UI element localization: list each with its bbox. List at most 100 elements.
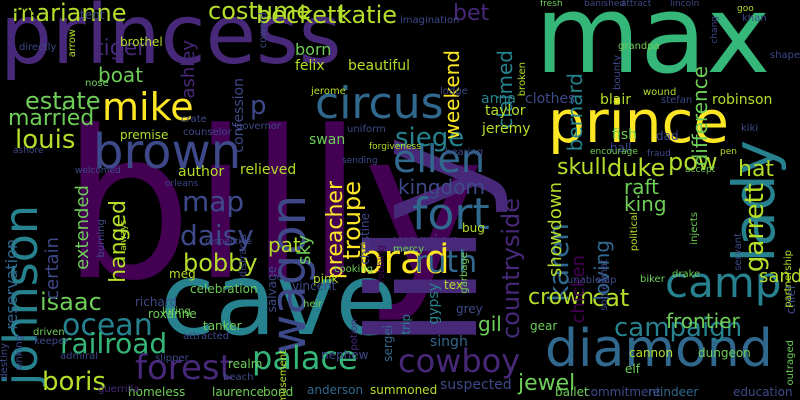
word-elf: elf: [625, 362, 640, 376]
word-jeremy: jeremy: [482, 121, 531, 137]
word-tiger: tiger: [95, 36, 147, 61]
word-nephew: nephew: [321, 348, 369, 362]
word-author: author: [178, 164, 225, 180]
word-bernard: bernard: [563, 73, 587, 152]
word-welcomed: welcomed: [75, 166, 121, 176]
word-ocean: ocean: [62, 308, 153, 343]
word-marianne: marianne: [12, 0, 127, 27]
word-bet: bet: [453, 1, 490, 26]
word-brad: brad: [358, 237, 450, 283]
word-prince: prince: [548, 88, 730, 156]
word-khan: khan: [742, 13, 767, 24]
word-duke: duke: [607, 154, 666, 182]
word-encourage: encourage: [590, 147, 638, 157]
word-jewel: jewel: [518, 371, 576, 396]
word-frontier: frontier: [666, 309, 740, 333]
word-estate: estate: [25, 87, 101, 115]
word-taylor: taylor: [485, 103, 526, 119]
word-stefan: stefan: [661, 95, 693, 106]
word-siege: siege: [395, 123, 465, 153]
word-sand: sand: [759, 266, 800, 287]
word-campaign: campaign: [614, 313, 743, 343]
word-confession: confession: [231, 78, 247, 153]
word-directly: directly: [19, 42, 57, 53]
word-bobby: bobby: [183, 249, 258, 277]
word-swan: swan: [309, 132, 346, 148]
word-wound: wound: [643, 87, 677, 98]
word-hat: hat: [738, 157, 775, 182]
word-slap: slap: [596, 275, 617, 286]
word-chicken: chicken: [568, 255, 589, 324]
word-crown: crown: [528, 285, 595, 310]
word-ellen: ellen: [393, 137, 485, 181]
word-blair: blair: [600, 92, 632, 108]
word-railroad: railroad: [60, 327, 168, 360]
word-servant: servant: [733, 233, 744, 271]
word-pow: pow: [668, 148, 718, 176]
word-respective: respective: [205, 237, 252, 247]
word-louis: louis: [15, 125, 76, 155]
word-singh: singh: [430, 334, 468, 350]
word-dungeon: dungeon: [698, 346, 751, 360]
word-hearing: hearing: [445, 147, 484, 158]
word-fish: fish: [612, 127, 637, 143]
word-kiki: kiki: [741, 123, 759, 134]
word-robbing: robbing: [376, 245, 387, 284]
word-gil: gil: [478, 312, 502, 336]
word-tent: tent: [80, 8, 105, 22]
word-laurence: laurence: [212, 385, 264, 399]
word-fresh: fresh: [540, 0, 563, 9]
word-beckett: beckett: [256, 1, 346, 29]
word-education: education: [733, 385, 793, 399]
word-goo: goo: [737, 4, 754, 14]
word-skull: skull: [557, 155, 607, 180]
word-sky: sky: [294, 235, 315, 265]
word-admiral: admiral: [60, 351, 99, 362]
word-cave: cave: [160, 241, 397, 358]
word-heir: heir: [303, 299, 323, 310]
word-robinson: robinson: [712, 92, 773, 108]
word-raft: raft: [624, 175, 660, 199]
word-felix: felix: [295, 58, 325, 74]
word-premise: premise: [120, 128, 169, 142]
word-roxanne: roxanne: [148, 307, 197, 321]
word-meg: meg: [169, 267, 196, 281]
word-burning: burning: [96, 219, 107, 258]
word-forest: forest: [135, 348, 233, 388]
word-beach: beach: [223, 372, 254, 383]
word-boat: boat: [98, 63, 144, 87]
word-p: p: [250, 91, 267, 121]
word-accept: accept: [685, 165, 716, 175]
word-bounty: bounty: [612, 55, 623, 90]
word-crate: crate: [181, 114, 207, 125]
word-richard: richard: [135, 295, 178, 309]
word-christine: christine: [358, 213, 372, 265]
word-celebration: celebration: [190, 282, 258, 296]
word-realm: realm: [228, 357, 263, 371]
word-trip: trip: [399, 314, 413, 335]
word-max: max: [535, 0, 771, 98]
word-ballet: ballet: [555, 385, 589, 399]
word-relieved: relieved: [240, 162, 297, 178]
word-outraged: outraged: [785, 340, 796, 386]
word-partnership: partnership: [783, 250, 794, 308]
word-tanker: tanker: [203, 319, 242, 333]
word-forgiveness: forgiveness: [369, 142, 421, 152]
word-lincoln: lincoln: [670, 0, 700, 9]
word-shaped: shaped: [770, 50, 800, 61]
word-hall: hall: [610, 141, 632, 155]
word-fort: fort: [412, 189, 490, 240]
word-costume: costume: [208, 0, 312, 25]
word-potion: potion: [349, 319, 360, 351]
word-uniform: uniform: [347, 124, 386, 135]
word-salvage: salvage: [265, 266, 279, 313]
word-clothes: clothes: [525, 91, 576, 107]
word-always: always: [119, 220, 129, 251]
word-born: born: [295, 40, 332, 59]
word-isaac: isaac: [40, 288, 102, 316]
word-garrett: garrett: [740, 183, 770, 273]
word-luring: luring: [162, 306, 191, 317]
word-pat: pat: [268, 233, 301, 257]
word-broken: broken: [517, 62, 528, 97]
